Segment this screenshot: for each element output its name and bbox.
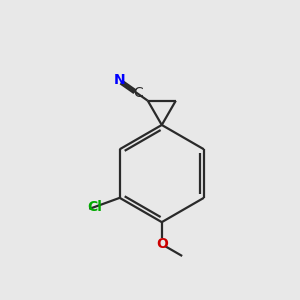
Text: C: C (134, 86, 143, 100)
Text: Cl: Cl (87, 200, 102, 214)
Text: N: N (114, 73, 125, 87)
Text: O: O (156, 237, 168, 251)
